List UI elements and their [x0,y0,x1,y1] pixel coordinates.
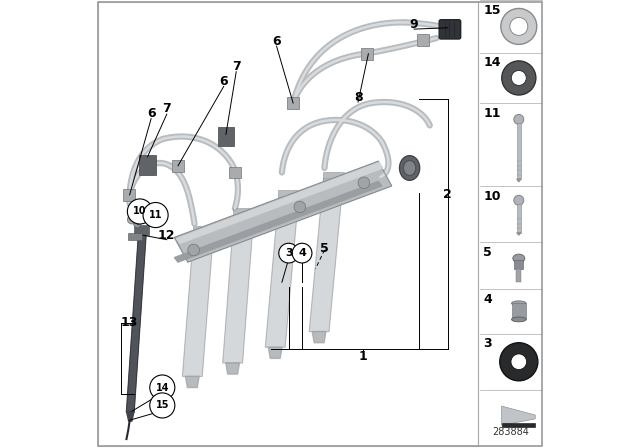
Text: 11: 11 [149,210,163,220]
Polygon shape [226,363,239,374]
Ellipse shape [513,254,525,263]
Bar [218,127,234,146]
Polygon shape [266,197,298,347]
Bar [229,167,241,178]
Bar [193,226,214,237]
Circle shape [500,343,538,381]
Text: 3: 3 [483,337,492,350]
Text: 14: 14 [156,383,169,392]
Text: 3: 3 [285,248,292,258]
Polygon shape [223,215,253,363]
Text: 10: 10 [483,190,500,202]
Text: 10: 10 [133,207,147,216]
Polygon shape [174,181,382,262]
Circle shape [510,17,528,35]
Text: 5: 5 [320,242,329,255]
Circle shape [292,243,312,263]
Ellipse shape [511,317,526,322]
Circle shape [358,177,370,189]
Text: 6: 6 [220,75,228,89]
Text: 283884: 283884 [492,427,529,437]
Bar [517,123,521,179]
Text: 12: 12 [158,228,175,242]
Bar [278,190,300,202]
Polygon shape [517,233,521,235]
Polygon shape [312,332,326,343]
Circle shape [134,220,141,228]
Text: 2: 2 [444,188,452,202]
Bar [128,233,141,240]
Bar [511,303,526,319]
Polygon shape [127,411,134,421]
Circle shape [502,61,536,95]
Bar [502,423,535,427]
Text: 7: 7 [232,60,241,73]
Bar [323,172,344,183]
Circle shape [127,199,152,224]
Circle shape [150,375,175,400]
Ellipse shape [511,301,526,306]
Circle shape [511,70,526,86]
Circle shape [279,243,298,263]
Bar [287,97,299,109]
Polygon shape [127,233,146,412]
Text: 5: 5 [483,246,492,258]
Text: 11: 11 [483,107,500,120]
FancyBboxPatch shape [439,20,461,39]
Circle shape [127,215,136,224]
Text: 6: 6 [272,35,281,48]
Bar [98,2,478,446]
Bar [417,34,429,46]
Text: 15: 15 [156,401,169,410]
Circle shape [514,195,524,205]
Text: 15: 15 [483,4,500,17]
Circle shape [511,354,527,370]
Polygon shape [174,161,392,262]
Polygon shape [502,406,535,425]
Circle shape [514,114,524,125]
Ellipse shape [403,160,416,176]
Polygon shape [177,163,383,243]
Text: 8: 8 [354,91,362,104]
Polygon shape [517,179,521,182]
Circle shape [294,201,306,213]
Polygon shape [309,178,343,332]
Bar [233,208,255,220]
Bar [516,269,521,282]
Polygon shape [182,233,213,376]
Circle shape [143,202,168,228]
Bar [140,155,156,175]
Text: 14: 14 [483,56,500,69]
Bar [134,225,149,235]
Text: 4: 4 [483,293,492,306]
Text: 9: 9 [410,18,419,31]
Text: 6: 6 [147,107,156,120]
Polygon shape [268,347,282,358]
Text: 13: 13 [121,316,138,329]
Circle shape [150,393,175,418]
Circle shape [188,244,200,256]
Bar [361,48,373,60]
Bar [123,189,134,201]
Ellipse shape [399,156,420,180]
Bar [124,190,134,198]
Text: 1: 1 [358,349,367,363]
Circle shape [501,9,537,44]
Text: 7: 7 [163,102,171,116]
Bar [515,260,523,269]
Polygon shape [186,376,199,388]
Text: 4: 4 [298,248,306,258]
Bar [172,160,184,172]
Bar [517,203,521,233]
